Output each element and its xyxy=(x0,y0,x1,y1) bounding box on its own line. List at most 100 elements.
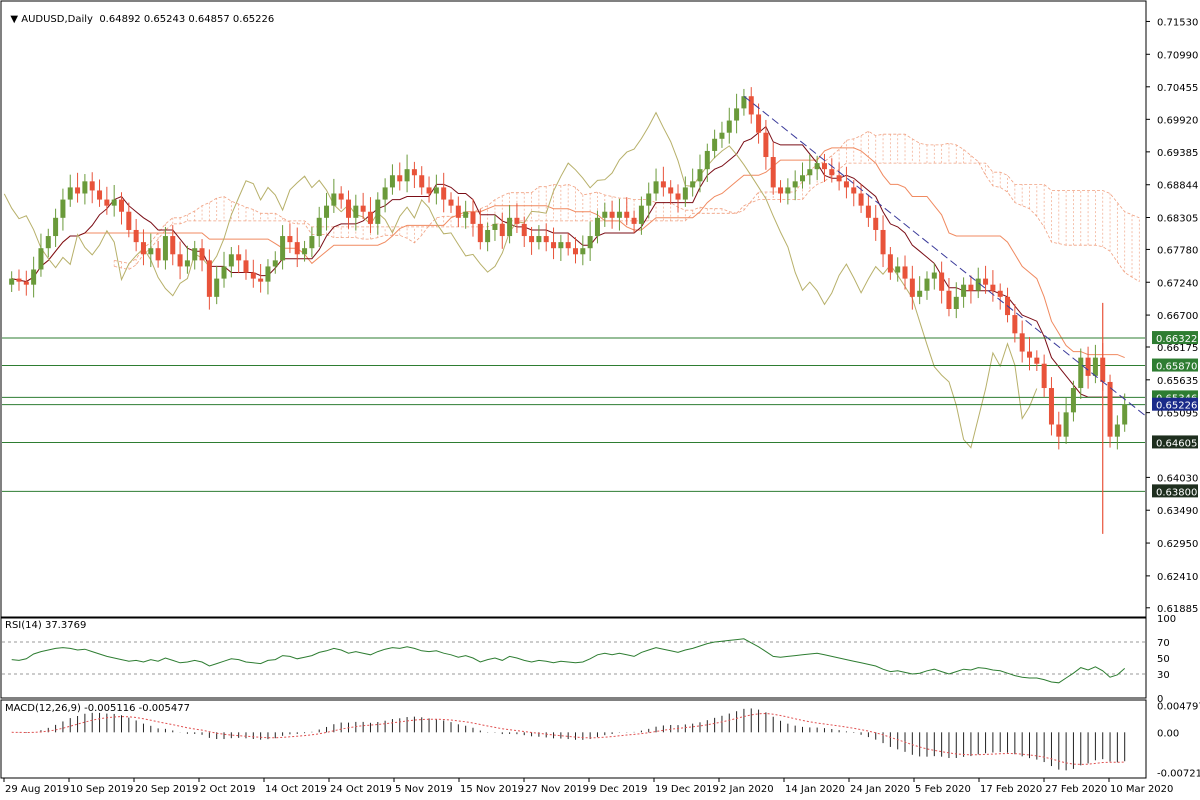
candle-body xyxy=(741,96,747,109)
price-frame xyxy=(0,0,1147,618)
candle-body xyxy=(917,290,923,297)
macd-panel xyxy=(11,708,1126,771)
candle-body xyxy=(924,278,930,291)
candle-body xyxy=(682,187,688,200)
candle-body xyxy=(492,223,498,230)
candle-body xyxy=(704,150,710,170)
candle-body xyxy=(214,278,220,297)
candle-body xyxy=(1114,424,1120,437)
candle-body xyxy=(1048,388,1054,425)
y-tick-label: 0.68305 xyxy=(1157,214,1198,225)
candle-body xyxy=(668,187,674,194)
symbol-label: AUDUSD,Daily xyxy=(21,14,93,25)
candle-body xyxy=(602,211,608,218)
x-tick-label: 24 Jan 2020 xyxy=(850,784,910,795)
candle-body xyxy=(162,236,168,261)
candle-body xyxy=(719,132,725,139)
dropdown-arrow-icon[interactable]: ▼ xyxy=(10,14,22,25)
candle-body xyxy=(1027,351,1032,358)
trend-line xyxy=(743,95,1146,416)
candle-body xyxy=(975,278,981,291)
candle-body xyxy=(836,175,842,182)
x-tick-label: 10 Sep 2019 xyxy=(70,784,133,795)
candle-body xyxy=(192,248,198,261)
candle-body xyxy=(565,242,571,249)
candle-body xyxy=(551,242,557,249)
candle-body xyxy=(1078,357,1084,389)
x-tick-label: 5 Nov 2019 xyxy=(395,784,453,795)
y-tick-label: 0.61885 xyxy=(1157,604,1198,615)
candle-body xyxy=(690,181,696,188)
candle-body xyxy=(660,181,666,188)
candle-body xyxy=(338,193,344,200)
candle-body xyxy=(140,242,146,255)
level-badge xyxy=(1152,331,1198,345)
candle-body xyxy=(653,181,659,194)
y-tick-label: 0.67780 xyxy=(1157,245,1198,256)
candle-body xyxy=(646,193,652,206)
candle-body xyxy=(82,181,88,194)
candle-body xyxy=(367,211,373,224)
candle-body xyxy=(675,193,681,200)
candle-body xyxy=(909,278,915,297)
candle-body xyxy=(155,248,161,261)
candle-body xyxy=(250,272,256,279)
candle-body xyxy=(411,169,417,176)
candle-body xyxy=(1041,363,1047,389)
candle-body xyxy=(324,205,330,218)
candle-body xyxy=(858,193,864,206)
candle-body xyxy=(748,96,754,115)
candle-body xyxy=(16,278,22,282)
candle-body xyxy=(616,211,622,218)
candle-body xyxy=(543,236,549,243)
candle-body xyxy=(990,284,996,291)
x-tick-label: 14 Jan 2020 xyxy=(785,784,845,795)
candle-body xyxy=(265,266,271,282)
candle-body xyxy=(763,132,769,158)
candle-body xyxy=(983,278,989,285)
rsi-panel xyxy=(2,638,1145,684)
candle-body xyxy=(712,138,718,151)
candle-body xyxy=(206,260,212,297)
y-tick-label: 0.70990 xyxy=(1157,50,1198,61)
candle-body xyxy=(280,236,286,261)
candle-body xyxy=(1019,333,1025,352)
macd-y-tick-label: 0.00 xyxy=(1157,728,1179,739)
candle-body xyxy=(631,217,637,224)
candle-body xyxy=(382,187,388,200)
candle-body xyxy=(272,260,278,267)
candle-body xyxy=(1012,315,1018,334)
candle-body xyxy=(953,296,959,309)
candle-body xyxy=(580,248,586,255)
candle-body xyxy=(389,175,395,188)
candle-body xyxy=(302,248,308,255)
y-tick-label: 0.66175 xyxy=(1157,343,1198,354)
candle-body xyxy=(294,242,300,255)
candle-body xyxy=(829,169,835,176)
candle-body xyxy=(624,211,630,218)
candle-body xyxy=(75,187,81,194)
candle-body xyxy=(939,272,945,291)
price-panel[interactable] xyxy=(2,87,1146,534)
candle-body xyxy=(946,290,952,309)
y-tick-label: 0.64030 xyxy=(1157,473,1198,484)
level-badge xyxy=(1152,358,1198,372)
candle-body xyxy=(448,199,454,206)
candle-body xyxy=(258,278,264,282)
candle-body xyxy=(38,248,44,270)
y-tick-label: 0.67240 xyxy=(1157,278,1198,289)
x-tick-label: 9 Dec 2019 xyxy=(590,784,648,795)
candle-body xyxy=(53,217,59,237)
candle-body xyxy=(404,169,410,182)
candle-body xyxy=(961,284,967,297)
y-tick-label: 0.62950 xyxy=(1157,539,1198,550)
candle-body xyxy=(697,169,703,182)
level-badge xyxy=(1152,435,1198,449)
y-tick-label: 0.62410 xyxy=(1157,572,1198,583)
candle-body xyxy=(1122,404,1128,425)
candle-body xyxy=(360,205,366,212)
candle-body xyxy=(895,266,901,273)
candle-body xyxy=(507,217,513,237)
y-tick-label: 0.69385 xyxy=(1157,148,1198,159)
